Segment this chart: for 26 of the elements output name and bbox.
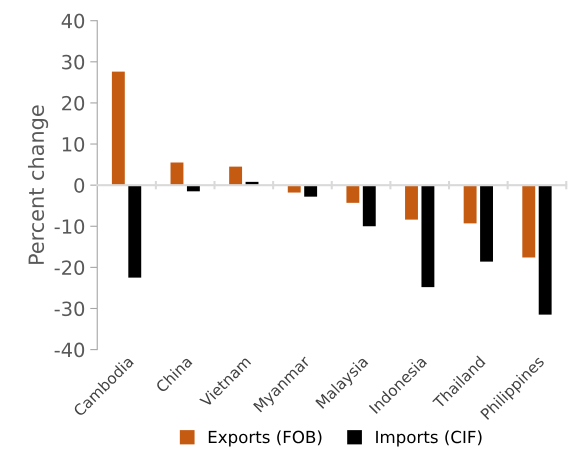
bar	[229, 166, 242, 186]
y-tick-label: -10	[54, 219, 84, 234]
bar	[538, 185, 552, 315]
y-axis-title: Percent change	[28, 105, 48, 264]
y-tick-label: -30	[54, 301, 84, 316]
y-tick-label: -20	[54, 260, 84, 276]
legend-label: Exports (FOB)	[208, 430, 322, 447]
bar	[304, 185, 318, 197]
bar	[346, 185, 360, 203]
bar	[112, 72, 125, 186]
bar	[186, 185, 200, 192]
y-tick-label: 20	[62, 96, 84, 111]
legend-label: Imports (CIF)	[376, 430, 482, 447]
y-tick-label: 40	[62, 14, 84, 28]
y-tick-label: 0	[74, 178, 84, 193]
bar	[464, 185, 477, 224]
bar	[405, 185, 418, 220]
bar	[128, 185, 142, 278]
bar	[421, 185, 434, 288]
bar	[170, 162, 184, 186]
bar	[480, 185, 493, 262]
y-tick-label: 10	[62, 136, 84, 152]
y-tick-label: 30	[62, 54, 84, 70]
bar	[362, 185, 376, 226]
bar	[522, 185, 536, 258]
y-tick-label: -40	[54, 342, 84, 358]
